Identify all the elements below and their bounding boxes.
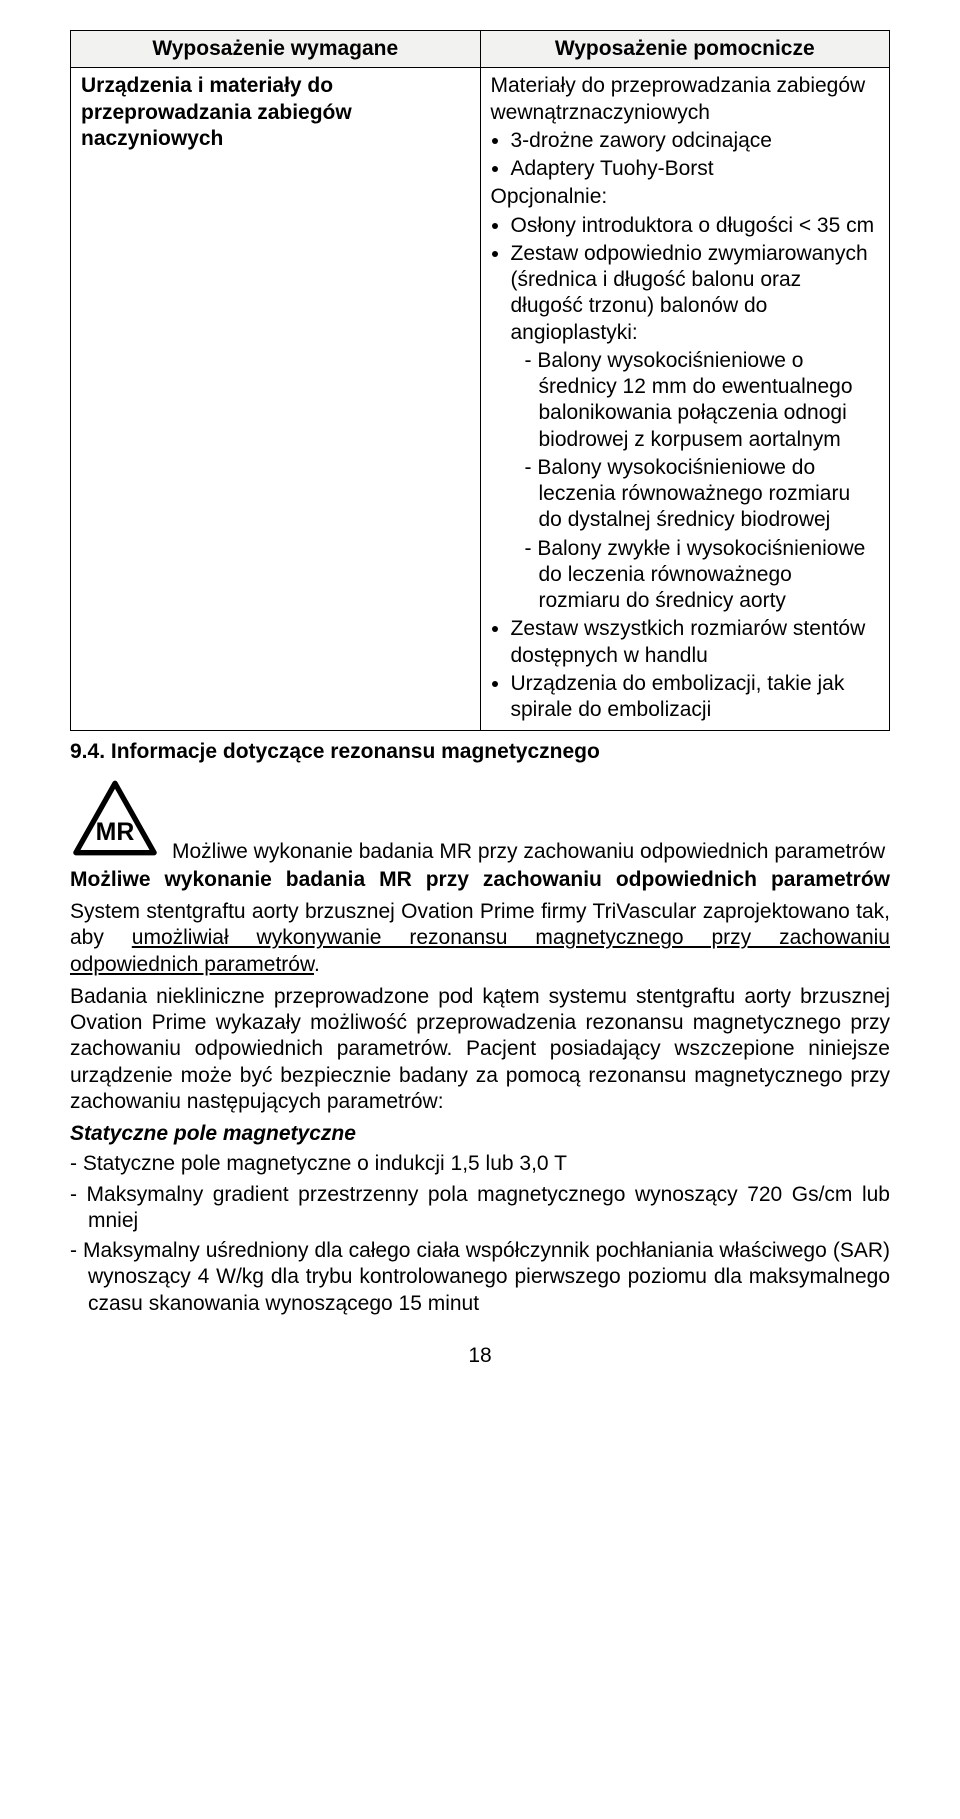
page-number: 18 bbox=[70, 1343, 890, 1369]
list-item: - Statyczne pole magnetyczne o indukcji … bbox=[70, 1151, 890, 1177]
para1-suffix: . bbox=[314, 953, 320, 976]
optional-label: Opcjonalnie: bbox=[491, 184, 880, 210]
list-item: - Maksymalny gradient przestrzenny pola … bbox=[70, 1182, 890, 1235]
paragraph-2: Badania niekliniczne przeprowadzone pod … bbox=[70, 984, 890, 1115]
table-header-left: Wyposażenie wymagane bbox=[71, 31, 481, 68]
page-container: Wyposażenie wymagane Wyposażenie pomocni… bbox=[0, 0, 960, 1399]
equipment-table: Wyposażenie wymagane Wyposażenie pomocni… bbox=[70, 30, 890, 731]
paragraph-1: System stentgraftu aorty brzusznej Ovati… bbox=[70, 899, 890, 978]
left-cell-text: Urządzenia i materiały do przeprowadzani… bbox=[81, 74, 352, 150]
right-intro: Materiały do przeprowadzania zabiegów we… bbox=[491, 73, 880, 126]
table-cell-left: Urządzenia i materiały do przeprowadzani… bbox=[71, 68, 481, 731]
para1-underlined: umożliwiał wykonywanie rezonansu magnety… bbox=[70, 926, 890, 975]
angioplasty-sublist: - Balony wysokociśnieniowe o średnicy 12… bbox=[525, 348, 880, 615]
static-field-heading: Statyczne pole magnetyczne bbox=[70, 1121, 890, 1147]
list-item: Zestaw wszystkich rozmiarów stentów dost… bbox=[511, 616, 880, 669]
angioplasty-lead: Zestaw odpowiednio zwymiarowanych (średn… bbox=[511, 242, 868, 344]
mr-icon-label: MR bbox=[96, 818, 135, 846]
list-item: Osłony introduktora o długości < 35 cm bbox=[511, 213, 880, 239]
table-header-right: Wyposażenie pomocnicze bbox=[480, 31, 890, 68]
list-item: - Balony wysokociśnieniowe do leczenia r… bbox=[525, 455, 880, 534]
right-bullet-list-1: 3-drożne zawory odcinające Adaptery Tuoh… bbox=[511, 128, 880, 183]
list-item: - Maksymalny uśredniony dla całego ciała… bbox=[70, 1238, 890, 1317]
mr-icon-row: MR Możliwe wykonanie badania MR przy zac… bbox=[70, 778, 890, 865]
mr-conditional-icon: MR bbox=[70, 778, 160, 865]
list-item: Urządzenia do embolizacji, takie jak spi… bbox=[511, 671, 880, 724]
list-item: 3-drożne zawory odcinające bbox=[511, 128, 880, 154]
table-row: Urządzenia i materiały do przeprowadzani… bbox=[71, 68, 890, 731]
mr-bold-line: Możliwe wykonanie badania MR przy zachow… bbox=[70, 867, 890, 893]
section-9-4-heading: 9.4. Informacje dotyczące rezonansu magn… bbox=[70, 739, 890, 765]
table-cell-right: Materiały do przeprowadzania zabiegów we… bbox=[480, 68, 890, 731]
list-item: - Balony wysokociśnieniowe o średnicy 12… bbox=[525, 348, 880, 453]
mr-caption: Możliwe wykonanie badania MR przy zachow… bbox=[172, 839, 890, 865]
list-item: - Balony zwykłe i wysokociśnie­niowe do … bbox=[525, 536, 880, 615]
list-item: Adaptery Tuohy-Borst bbox=[511, 156, 880, 182]
table-header-row: Wyposażenie wymagane Wyposażenie pomocni… bbox=[71, 31, 890, 68]
static-field-list: - Statyczne pole magnetyczne o indukcji … bbox=[70, 1151, 890, 1317]
right-bullet-list-2: Osłony introduktora o długości < 35 cm Z… bbox=[511, 213, 880, 724]
mr-block: MR Możliwe wykonanie badania MR przy zac… bbox=[70, 778, 890, 1317]
list-item: Zestaw odpowiednio zwymiarowanych (średn… bbox=[511, 241, 880, 615]
